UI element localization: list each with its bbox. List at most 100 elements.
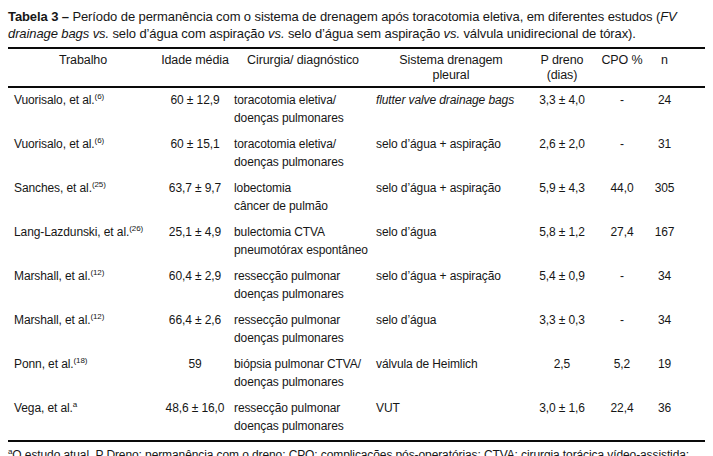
table-body: Vuorisalo, et al.(6)60 ± 12,9toracotomia… [8,87,705,441]
table-header-row: Trabalho Idade média Cirurgia/ diagnósti… [8,48,705,87]
study-reference: (26) [129,224,143,233]
cell-idade-media: 48,6 ± 16,0 [158,396,232,441]
cell-p-dreno: 5,9 ± 4,3 [528,176,596,220]
study-reference: (6) [95,136,104,145]
cell-cpo: - [596,264,648,308]
cell-sistema-drenagem: flutter valve drainage bags [374,87,528,132]
diagnosis-line2: doenças pulmonares [234,111,374,125]
cell-n: 34 [648,264,681,308]
surgery-line1: lobectomia [234,181,374,195]
cell-sistema-drenagem: selo d’água + aspiração [374,132,528,176]
cell-cirurgia-diagnostico: biópsia pulmonar CTVA/doenças pulmonares [232,352,374,396]
table-caption-label: Tabela 3 – [8,9,69,24]
cell-idade-media: 63,7 ± 9,7 [158,176,232,220]
cell-p-dreno: 3,0 ± 1,6 [528,396,596,441]
cell-cirurgia-diagnostico: bulectomia CTVA pneumotórax espontâneo [232,220,374,264]
study-name: Marshall, et al. [14,313,90,327]
cell-n: 31 [648,132,681,176]
cell-n: 36 [648,396,681,441]
cell-spacer [681,352,705,396]
paper-table-figure: Tabela 3 – Período de permanência com o … [0,0,713,456]
col-header-idade-media: Idade média [158,48,232,87]
cell-n: 19 [648,352,681,396]
cell-idade-media: 59 [158,352,232,396]
cell-spacer [681,396,705,441]
study-name: Ponn, et al. [14,357,74,371]
cell-trabalho: Vega, et al.a [8,396,158,441]
studies-table: Trabalho Idade média Cirurgia/ diagnósti… [8,47,705,442]
surgery-line1: ressecção pulmonar [234,313,374,327]
cell-cpo: - [596,87,648,132]
table-row: Marshall, et al.(12)66,4 ± 2,6ressecção … [8,308,705,352]
cell-trabalho: Marshall, et al.(12) [8,308,158,352]
col-header-n: n [648,48,681,87]
cell-cpo: 44,0 [596,176,648,220]
cell-n: 305 [648,176,681,220]
footnote: aO estudo atual. P Dreno: permanência co… [8,447,705,456]
cell-trabalho: Vuorisalo, et al.(6) [8,132,158,176]
cell-idade-media: 66,4 ± 2,6 [158,308,232,352]
cell-n: 34 [648,308,681,352]
table-row: Vuorisalo, et al.(6)60 ± 12,9toracotomia… [8,87,705,132]
study-reference: (18) [74,356,88,365]
cell-sistema-drenagem: selo d’água + aspiração [374,176,528,220]
study-reference: (25) [92,180,106,189]
col-header-p-dreno-line1: P dreno [541,53,584,67]
cell-spacer [681,264,705,308]
cell-p-dreno: 3,3 ± 0,3 [528,308,596,352]
cell-n: 167 [648,220,681,264]
cell-idade-media: 60,4 ± 2,9 [158,264,232,308]
cell-cirurgia-diagnostico: lobectomia câncer de pulmão [232,176,374,220]
cell-trabalho: Vuorisalo, et al.(6) [8,87,158,132]
diagnosis-line2: câncer de pulmão [234,199,374,213]
cell-cirurgia-diagnostico: ressecção pulmonardoenças pulmonares [232,396,374,441]
cell-p-dreno: 5,4 ± 0,9 [528,264,596,308]
cell-p-dreno: 5,8 ± 1,2 [528,220,596,264]
surgery-line1: toracotomia eletiva/ [234,93,374,107]
footnote-line1: O estudo atual. P Dreno: permanência com… [12,448,689,456]
study-reference: a [73,400,77,409]
col-header-trabalho: Trabalho [8,48,158,87]
col-header-sistema-drenagem: Sistema drenagempleural [374,48,528,87]
study-name: Marshall, et al. [14,269,90,283]
col-header-spacer [681,48,705,87]
cell-trabalho: Marshall, et al.(12) [8,264,158,308]
table-row: Vuorisalo, et al.(6)60 ± 15,1toracotomia… [8,132,705,176]
surgery-line1: ressecção pulmonar [234,401,374,415]
surgery-line1: biópsia pulmonar CTVA/ [234,357,374,371]
caption-text-segment: selo d’água sem aspiração [284,26,443,41]
cell-sistema-drenagem: selo d’água [374,220,528,264]
table-row: Ponn, et al.(18)59biópsia pulmonar CTVA/… [8,352,705,396]
study-name: Lang-Lazdunski, et al. [14,225,129,239]
col-header-cpo: CPO % [596,48,648,87]
caption-text-segment: Período de permanência com o sistema de … [69,9,660,24]
cell-cirurgia-diagnostico: ressecção pulmonardoenças pulmonares [232,264,374,308]
cell-trabalho: Lang-Lazdunski, et al.(26) [8,220,158,264]
cell-spacer [681,87,705,132]
caption-italic-segment: vs. [268,26,284,41]
study-reference: (6) [95,92,104,101]
caption-text-segment: selo d’água com aspiração [109,26,268,41]
surgery-line1: ressecção pulmonar [234,269,374,283]
cell-trabalho: Ponn, et al.(18) [8,352,158,396]
drainage-system-name: flutter valve drainage bags [376,93,514,107]
study-name: Vuorisalo, et al. [14,137,95,151]
diagnosis-line2: doenças pulmonares [234,375,374,389]
cell-spacer [681,176,705,220]
cell-idade-media: 60 ± 15,1 [158,132,232,176]
cell-sistema-drenagem: selo d’água [374,308,528,352]
cell-cpo: 22,4 [596,396,648,441]
surgery-line1: bulectomia CTVA [234,225,374,239]
col-header-sistema-line1: Sistema drenagem [399,53,502,67]
study-reference: (12) [90,312,104,321]
study-name: Sanches, et al. [14,181,92,195]
cell-idade-media: 60 ± 12,9 [158,87,232,132]
cell-cirurgia-diagnostico: toracotomia eletiva/doenças pulmonares [232,87,374,132]
surgery-line1: toracotomia eletiva/ [234,137,374,151]
cell-n: 24 [648,87,681,132]
diagnosis-line2: pneumotórax espontâneo [234,243,374,257]
cell-cirurgia-diagnostico: ressecção pulmonardoenças pulmonares [232,308,374,352]
cell-spacer [681,308,705,352]
cell-sistema-drenagem: VUT [374,396,528,441]
cell-spacer [681,132,705,176]
